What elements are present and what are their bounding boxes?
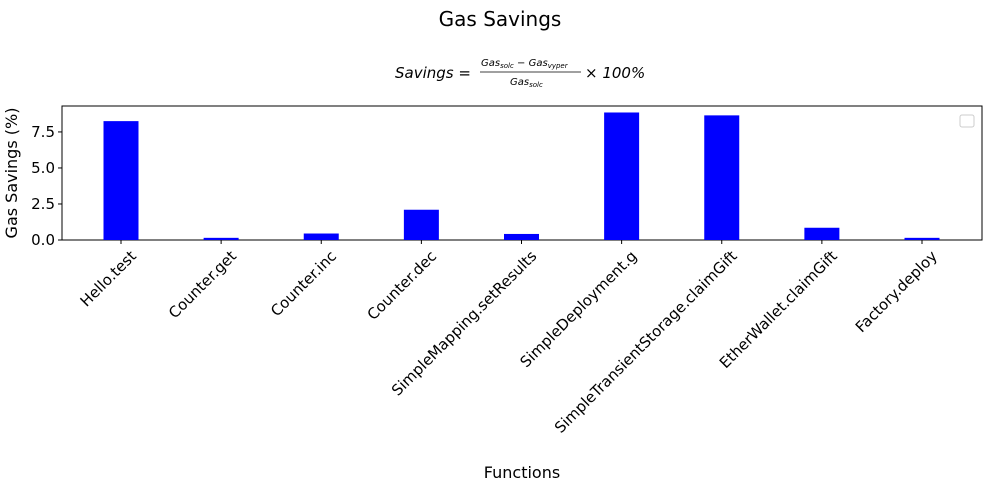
x-tick-label: SimpleTransientStorage.claimGift xyxy=(551,247,741,437)
x-tick-label: Factory.deploy xyxy=(852,247,941,336)
chart-subtitle-formula: Savings = Gassolc − Gasvyper Gassolc × 1… xyxy=(395,58,645,89)
y-tick-label: 5.0 xyxy=(31,159,55,177)
x-tick-label: Hello.test xyxy=(77,247,140,310)
bar-counter-get xyxy=(203,237,239,240)
chart-title: Gas Savings xyxy=(439,7,562,31)
plot-area xyxy=(61,105,983,241)
bar-factory-deploy xyxy=(904,237,940,240)
formula-lhs: Savings xyxy=(395,64,454,82)
y-tick-label: 0.0 xyxy=(31,231,55,249)
bar-counter-inc xyxy=(303,233,339,240)
y-tick-label: 2.5 xyxy=(31,195,55,213)
y-tick-label: 7.5 xyxy=(31,123,55,141)
svg-text:Gassolc − Gasvyper: Gassolc − Gasvyper xyxy=(481,58,569,70)
svg-text:Gassolc: Gassolc xyxy=(510,77,543,89)
bar-simpletransientstorage-claimgift xyxy=(704,115,740,240)
x-tick-label: Counter.dec xyxy=(364,247,441,324)
bar-hello-test xyxy=(103,121,139,240)
bar-simpledeployment-g xyxy=(604,112,640,240)
x-tick-label: Counter.get xyxy=(165,247,240,322)
bar-simplemapping-setresults xyxy=(504,233,539,240)
svg-text:Savings =: Savings = xyxy=(395,64,471,82)
x-axis-label: Functions xyxy=(484,463,560,482)
bar-etherwallet-claimgift xyxy=(804,227,840,240)
y-axis-label: Gas Savings (%) xyxy=(2,108,21,239)
formula-factor: × 100% xyxy=(585,64,645,82)
legend-box xyxy=(959,114,975,128)
bar-counter-dec xyxy=(403,209,439,240)
x-tick-label: Counter.inc xyxy=(267,247,340,320)
